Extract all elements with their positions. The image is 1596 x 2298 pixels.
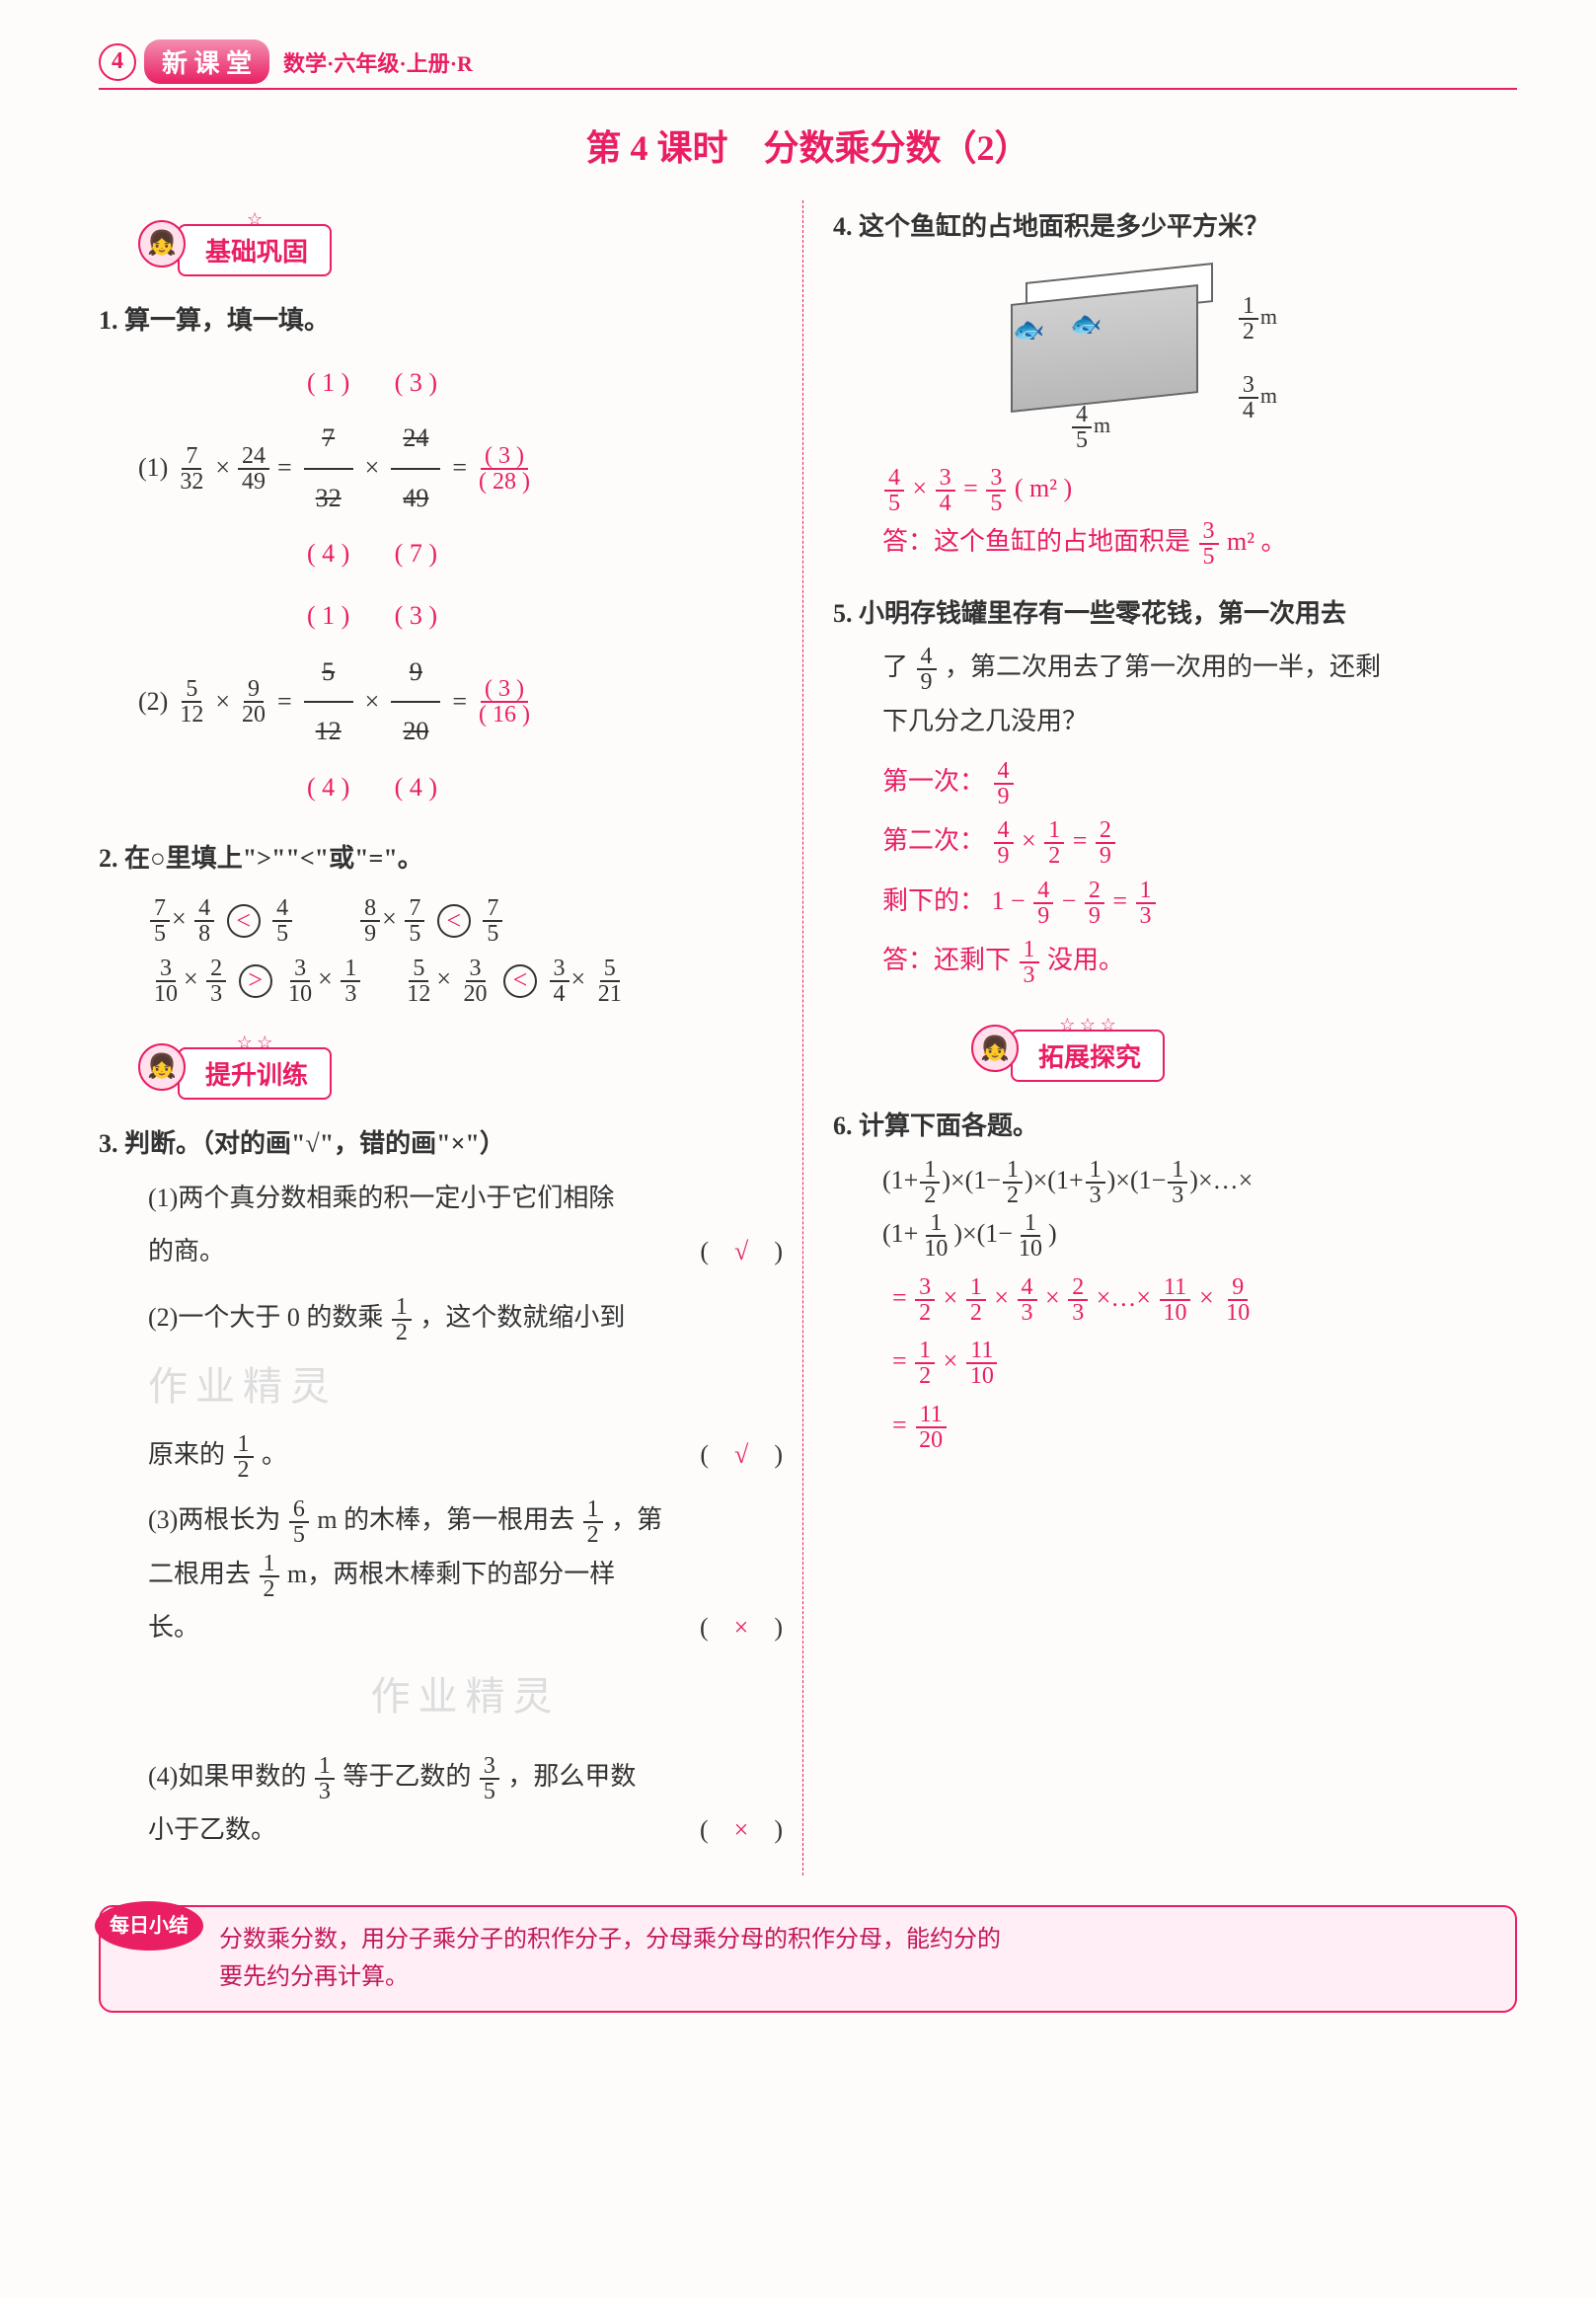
q6-step1: = 32 × 12 × 43 × 23 ×…× 1110 × 910 xyxy=(892,1271,1517,1326)
watermark: 作业精灵 xyxy=(148,1364,338,1409)
q1-row1: (1) 732 × 2449 = ( 1 ) 7 32 ( 4 ) × ( 3 … xyxy=(138,356,783,581)
q1-title: 1. 算一算，填一填。 xyxy=(99,294,783,348)
question-4: 4. 这个鱼缸的占地面积是多少平方米？ 🐟 🐟 12m 34m 45m 45 ×… xyxy=(833,200,1517,570)
banner-icon: 👧 xyxy=(138,220,186,268)
header-subject: 数学·六年级·上册·R xyxy=(283,46,473,78)
q2-ans-3: < xyxy=(513,954,528,1008)
banner-label: 提升训练 xyxy=(178,1047,332,1100)
q6-expr-line1: (1+12)×(1−12)×(1+13)×(1−13)×…× xyxy=(833,1154,1517,1208)
right-column: 4. 这个鱼缸的占地面积是多少平方米？ 🐟 🐟 12m 34m 45m 45 ×… xyxy=(833,200,1517,1876)
summary-line-2: 要先约分再计算。 xyxy=(219,1958,1495,1996)
q6-expr-line2: (1+110)×(1−110) xyxy=(833,1207,1517,1262)
q3-item-4: (4)如果甲数的 13 等于乙数的 35 ，那么甲数 小于乙数。 ( × ) xyxy=(99,1750,783,1858)
q3-item-2: (2)一个大于 0 的数乘 12 ，这个数就缩小到 作业精灵 原来的 12 。 … xyxy=(99,1291,783,1482)
section-banner-improve: 👧 ☆ ☆ 提升训练 xyxy=(138,1034,332,1100)
q4-title: 4. 这个鱼缸的占地面积是多少平方米？ xyxy=(833,200,1517,255)
brand-badge: 新 课 堂 xyxy=(144,39,269,84)
q6-title: 6. 计算下面各题。 xyxy=(833,1100,1517,1154)
two-column-layout: 👧 ☆ 基础巩固 1. 算一算，填一填。 (1) 732 × 2449 = ( … xyxy=(99,200,1517,1876)
q1r2-f1: 512 xyxy=(176,677,207,727)
q1r1-prefix: (1) xyxy=(138,441,168,496)
q1r2-result: ( 3 ) ( 16 ) xyxy=(475,677,534,727)
section-banner-explore: 👧 ☆ ☆ ☆ 拓展探究 xyxy=(971,1016,1165,1082)
lesson-title: 第 4 课时 分数乘分数（2） xyxy=(99,119,1517,171)
daily-summary-badge: 每日小结 xyxy=(95,1901,203,1951)
q3-ans-1: √ xyxy=(734,1237,748,1265)
q5-step3: 剩下的： 1 − 49 − 29 = 13 xyxy=(833,875,1517,929)
q3-ans-4: × xyxy=(734,1815,749,1844)
q5-step1: 第一次： 49 xyxy=(833,755,1517,809)
banner-label: 基础巩固 xyxy=(178,224,332,276)
q3-item-1: (1)两个真分数相乘的积一定小于它们相除 的商。 ( √ ) xyxy=(99,1172,783,1279)
q3-title: 3. 判断。（对的画"√"，错的画"×"） xyxy=(99,1117,783,1172)
q6-step3: = 1120 xyxy=(892,1399,1517,1453)
daily-summary-box: 每日小结 分数乘分数，用分子乘分子的积作分子，分母乘分母的积作分母，能约分的 要… xyxy=(99,1905,1517,2013)
q2-ans-2: > xyxy=(248,954,263,1008)
q6-step2: = 12 × 1110 xyxy=(892,1335,1517,1389)
q1r1-mid2: ( 3 ) 24 49 ( 7 ) xyxy=(391,356,440,581)
q1r2-mid2: ( 3 ) 9 20 ( 4 ) xyxy=(391,589,440,814)
q3-item-3: (3)两根长为 65 m 的木棒，第一根用去 12 ，第 二根用去 12 m，两… xyxy=(99,1494,783,1738)
q4-answer: 答：这个鱼缸的占地面积是 35 m² 。 xyxy=(833,515,1517,570)
watermark: 作业精灵 xyxy=(148,1655,783,1738)
q1r1-f2: 2449 xyxy=(238,444,269,494)
q3-ans-3: × xyxy=(734,1613,749,1642)
fish-tank-figure: 🐟 🐟 12m 34m 45m xyxy=(991,265,1248,432)
question-5: 5. 小明存钱罐里存有一些零花钱，第一次用去 了 49 ，第二次用去了第一次用的… xyxy=(833,587,1517,988)
left-column: 👧 ☆ 基础巩固 1. 算一算，填一填。 (1) 732 × 2449 = ( … xyxy=(99,200,803,1876)
question-1: 1. 算一算，填一填。 (1) 732 × 2449 = ( 1 ) 7 32 … xyxy=(99,294,783,814)
q1r1-f1: 732 xyxy=(176,444,207,494)
section-banner-basics: 👧 ☆ 基础巩固 xyxy=(138,210,332,276)
question-6: 6. 计算下面各题。 (1+12)×(1−12)×(1+13)×(1−13)×…… xyxy=(833,1100,1517,1453)
page-number-badge: 4 xyxy=(99,43,136,81)
q2-row2: 310× 23 > 310× 13 512× 320 < 34× 521 xyxy=(99,953,783,1007)
summary-line-1: 分数乘分数，用分子乘分子的积作分子，分母乘分母的积作分母，能约分的 xyxy=(219,1921,1495,1958)
question-2: 2. 在○里填上">""<"或"="。 75× 48 < 45 89× 75 <… xyxy=(99,832,783,1006)
q5-answer: 答：还剩下 13 没用。 xyxy=(833,934,1517,988)
q1r2-f2: 920 xyxy=(238,677,269,727)
q3-ans-2: √ xyxy=(734,1440,748,1469)
banner-label: 拓展探究 xyxy=(1011,1030,1165,1082)
q1r2-mid1: ( 1 ) 5 12 ( 4 ) xyxy=(304,589,353,814)
q5-text: 5. 小明存钱罐里存有一些零花钱，第一次用去 了 49 ，第二次用去了第一次用的… xyxy=(833,587,1517,749)
q2-ans-0: < xyxy=(236,894,251,949)
q2-ans-1: < xyxy=(447,894,462,949)
q1r1-mid1: ( 1 ) 7 32 ( 4 ) xyxy=(304,356,353,581)
q2-row1: 75× 48 < 45 89× 75 < 75 xyxy=(99,892,783,947)
q1-row2: (2) 512 × 920 = ( 1 ) 5 12 ( 4 ) × ( 3 )… xyxy=(138,589,783,814)
page-header: 4 新 课 堂 数学·六年级·上册·R xyxy=(99,39,1517,90)
question-3: 3. 判断。（对的画"√"，错的画"×"） (1)两个真分数相乘的积一定小于它们… xyxy=(99,1117,783,1858)
q2-title: 2. 在○里填上">""<"或"="。 xyxy=(99,832,783,886)
q1r2-prefix: (2) xyxy=(138,675,168,729)
banner-icon: 👧 xyxy=(138,1043,186,1091)
q5-step2: 第二次： 49 × 12 = 29 xyxy=(833,814,1517,869)
q1r1-result: ( 3 ) ( 28 ) xyxy=(475,444,534,494)
q4-calc: 45 × 34 = 35 ( m² ) xyxy=(833,462,1517,516)
